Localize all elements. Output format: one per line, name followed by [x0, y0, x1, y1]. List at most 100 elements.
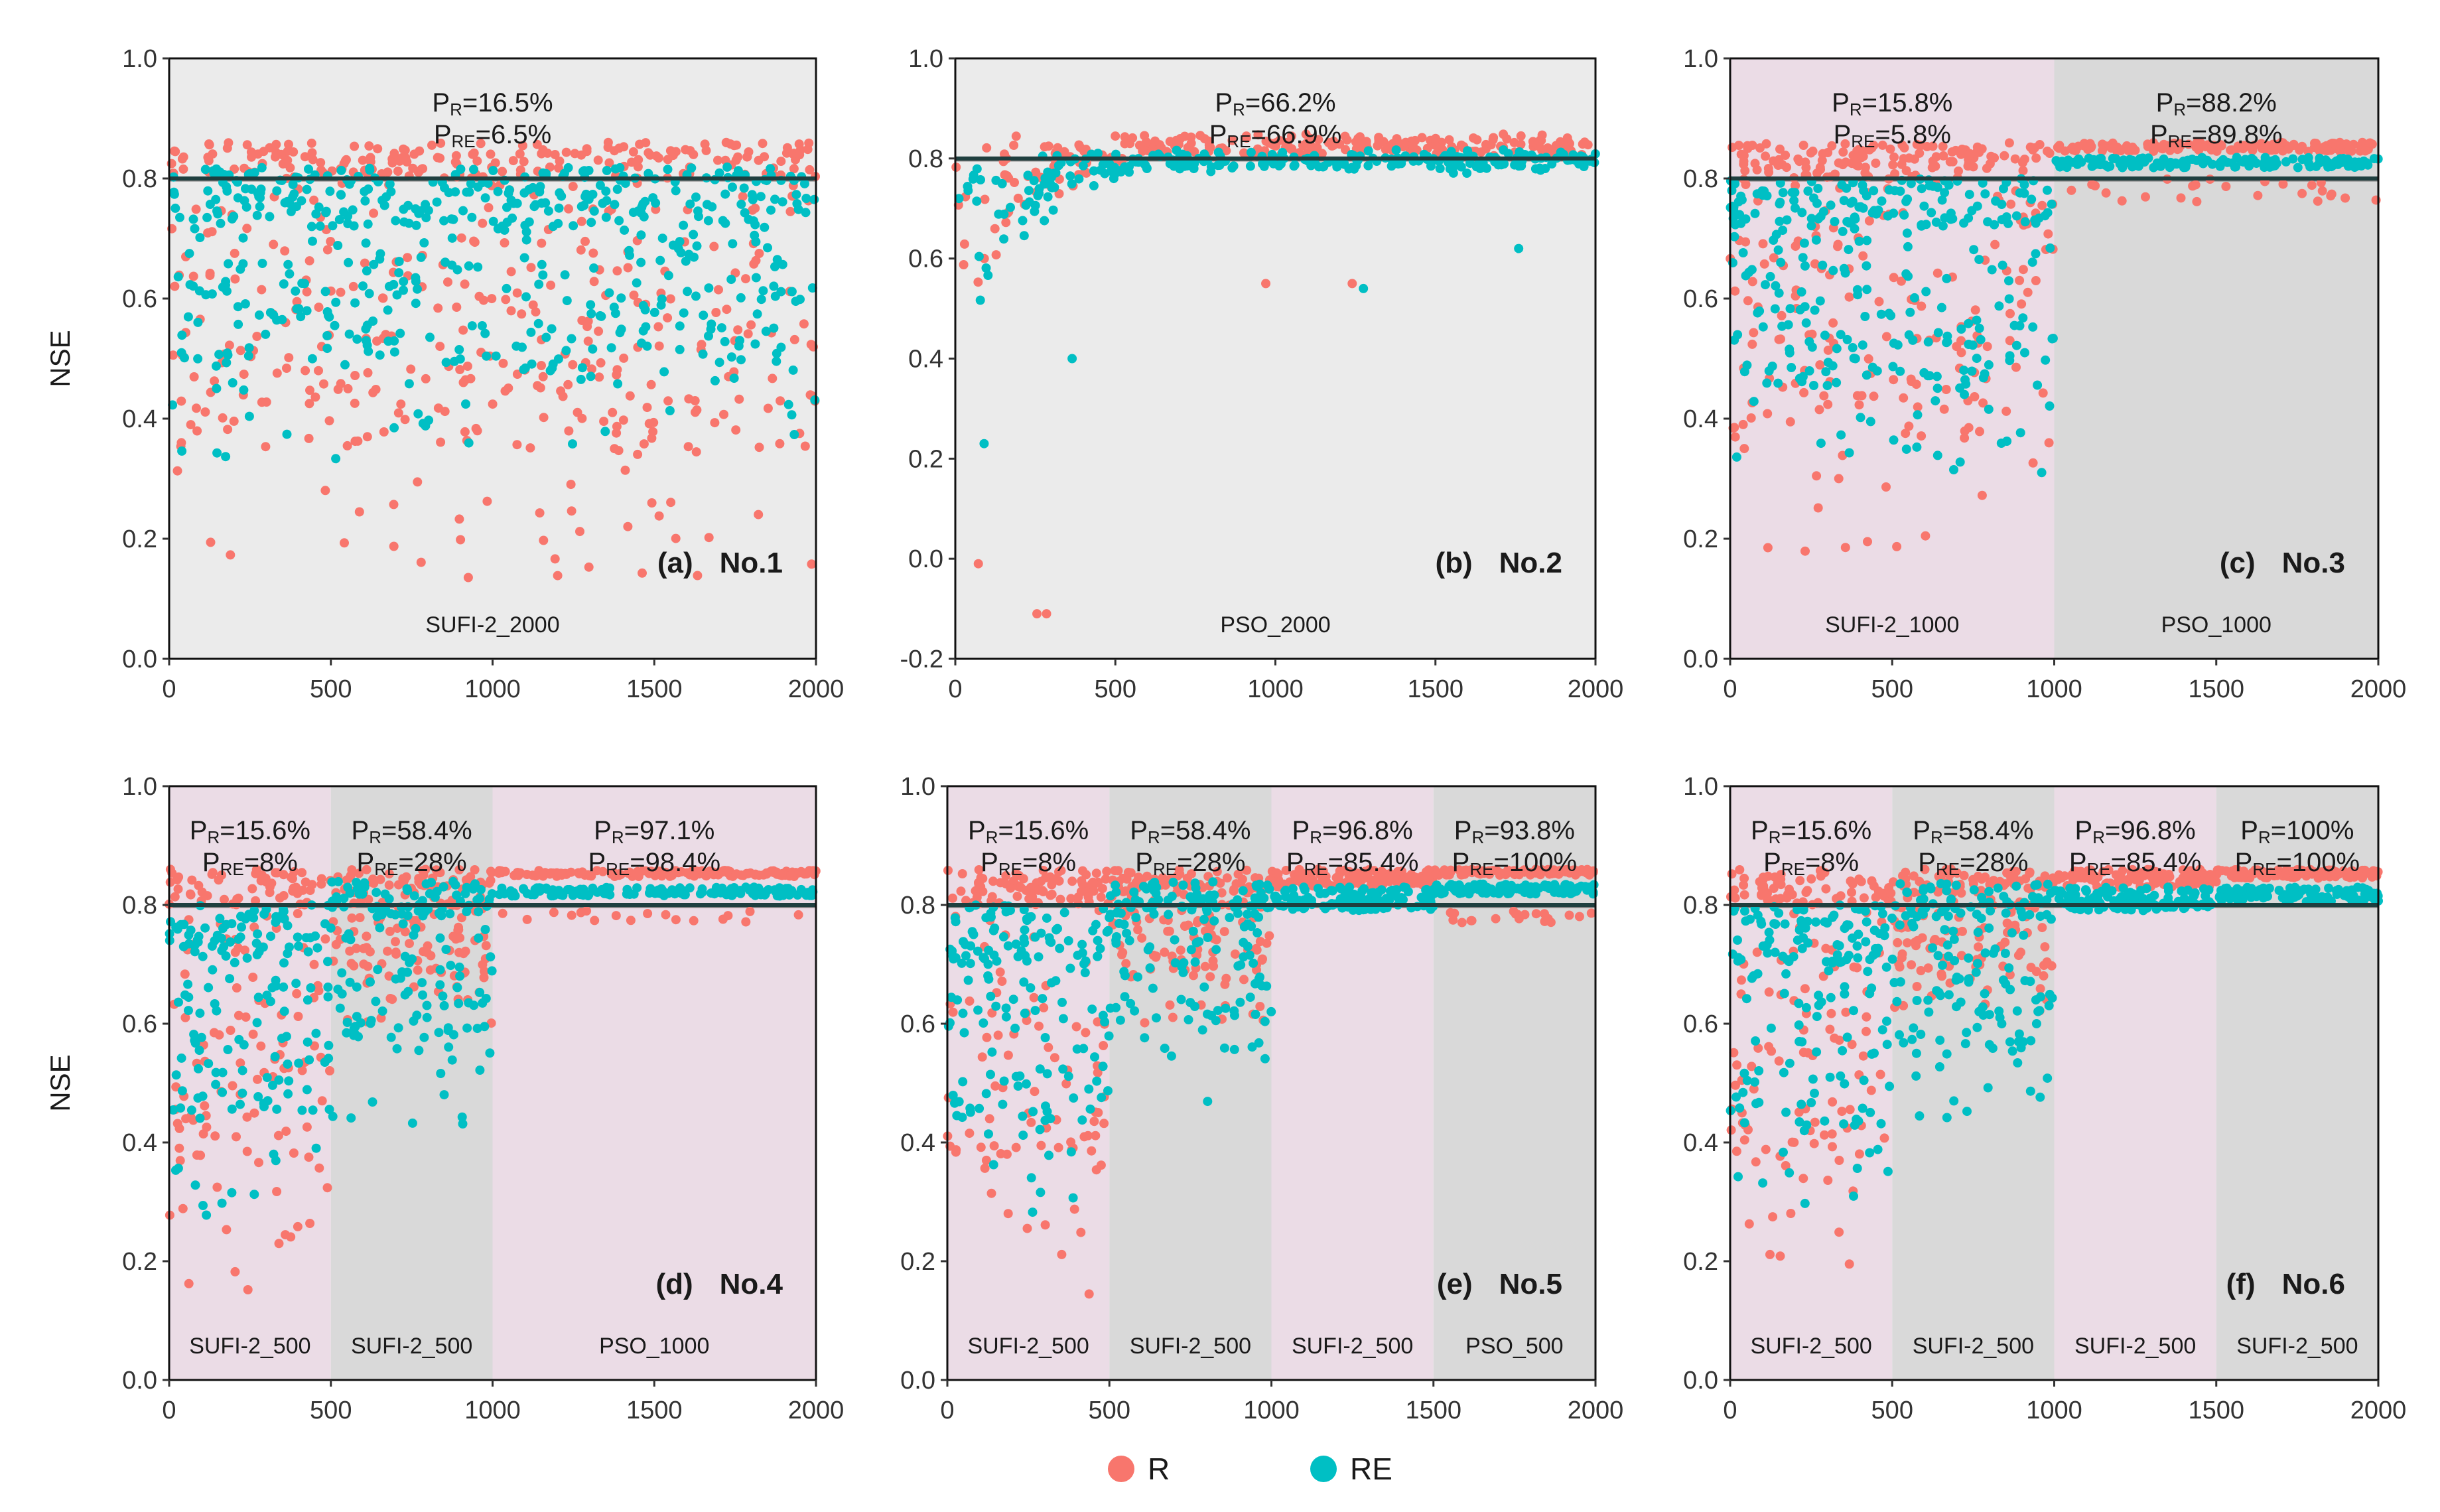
point-r — [1528, 137, 1538, 147]
point-re — [1035, 1064, 1045, 1074]
point-re — [1806, 214, 1816, 224]
point-re — [2369, 154, 2379, 164]
point-r — [180, 1012, 190, 1022]
point-re — [417, 978, 427, 988]
point-r — [1897, 159, 1907, 169]
point-r — [506, 306, 516, 316]
point-re — [612, 184, 622, 194]
point-r — [1904, 421, 1914, 431]
point-r — [549, 908, 559, 918]
point-r — [1093, 1067, 1103, 1077]
point-re — [1758, 322, 1768, 332]
point-re — [184, 993, 194, 1002]
point-re — [190, 224, 200, 234]
point-re — [1179, 958, 1189, 968]
point-re — [308, 1105, 318, 1115]
point-re — [616, 293, 626, 303]
point-re — [185, 280, 195, 290]
point-r — [649, 417, 659, 427]
point-r — [1392, 134, 1402, 144]
point-re — [577, 363, 587, 373]
point-r — [1823, 1176, 1833, 1185]
point-re — [999, 1076, 1009, 1086]
point-re — [638, 199, 648, 209]
point-r — [1340, 131, 1350, 141]
point-re — [1130, 1006, 1140, 1016]
point-re — [1796, 287, 1806, 297]
point-re — [1902, 228, 1912, 238]
point-re — [323, 982, 333, 992]
point-r — [1911, 379, 1921, 389]
point-re — [340, 360, 350, 370]
point-re — [195, 1008, 205, 1018]
point-re — [1967, 206, 1977, 216]
point-re — [279, 982, 289, 992]
point-re — [517, 342, 527, 352]
point-re — [1098, 160, 1108, 170]
point-r — [224, 340, 234, 350]
point-re — [1753, 308, 1763, 318]
point-re — [722, 162, 732, 172]
point-re — [1044, 1150, 1053, 1160]
point-r — [2297, 188, 2307, 198]
point-re — [736, 355, 746, 365]
point-re — [1130, 894, 1140, 904]
point-re — [219, 942, 229, 952]
point-re — [535, 182, 545, 192]
point-r — [1799, 387, 1809, 397]
point-r — [454, 514, 464, 524]
point-re — [1867, 362, 1877, 372]
point-re — [561, 346, 571, 356]
point-re — [391, 974, 401, 984]
point-re — [1299, 882, 1309, 892]
point-re — [727, 888, 737, 898]
point-r — [322, 245, 332, 255]
outlier-point-r — [1042, 609, 1051, 619]
point-re — [1120, 971, 1130, 981]
x-tick-label: 0 — [162, 675, 176, 703]
point-r — [487, 294, 497, 304]
point-r — [189, 372, 199, 381]
point-re — [177, 1086, 187, 1096]
point-r — [320, 934, 330, 944]
point-r — [982, 1032, 992, 1042]
point-r — [800, 441, 810, 451]
point-re — [389, 423, 399, 433]
point-re — [756, 295, 766, 305]
point-re — [1860, 312, 1870, 321]
point-re — [1363, 146, 1373, 156]
point-r — [1952, 342, 1962, 352]
point-r — [980, 1163, 990, 1173]
point-r — [230, 248, 239, 258]
point-re — [1023, 171, 1033, 180]
point-r — [191, 204, 201, 214]
point-r — [309, 959, 319, 969]
point-re — [2011, 211, 2021, 221]
point-re — [679, 220, 689, 230]
point-re — [519, 365, 529, 374]
point-re — [1503, 149, 1513, 159]
x-tick-label: 1000 — [1243, 1397, 1300, 1424]
point-r — [2141, 192, 2150, 202]
point-r — [957, 869, 967, 878]
point-re — [1115, 1015, 1125, 1025]
point-r — [1815, 360, 1825, 370]
point-r — [254, 1158, 263, 1168]
point-r — [644, 148, 653, 158]
point-re — [586, 309, 596, 318]
point-re — [228, 378, 237, 387]
point-re — [1342, 886, 1352, 896]
point-r — [1341, 145, 1350, 155]
point-re — [311, 1143, 321, 1153]
point-r — [1272, 868, 1282, 878]
point-re — [1203, 1009, 1212, 1019]
point-re — [1289, 161, 1299, 171]
point-r — [1111, 131, 1120, 141]
point-r — [176, 396, 186, 406]
x-tick-label: 0 — [162, 1397, 176, 1424]
point-r — [365, 947, 375, 957]
point-re — [254, 947, 264, 957]
point-re — [244, 910, 254, 920]
point-re — [2271, 159, 2281, 169]
point-r — [593, 155, 603, 165]
